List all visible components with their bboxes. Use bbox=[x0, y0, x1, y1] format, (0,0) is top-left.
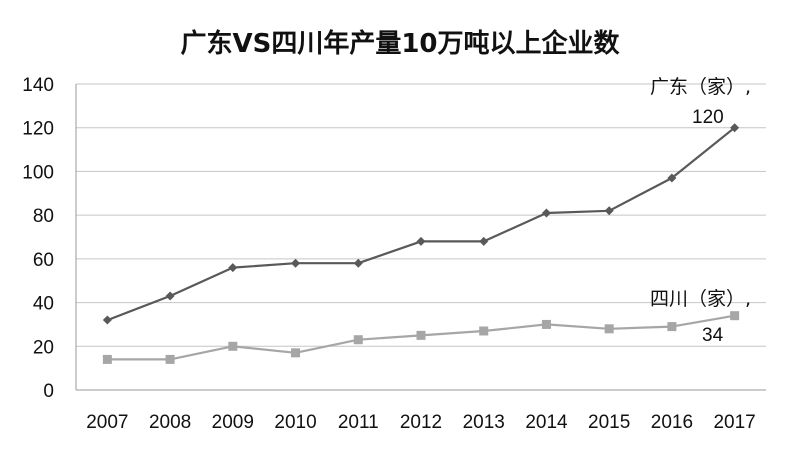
axes bbox=[75, 84, 766, 391]
marker-sichuan-2016 bbox=[667, 322, 677, 332]
y-tick-label-60: 60 bbox=[33, 250, 54, 271]
marker-guangdong-2015 bbox=[604, 206, 614, 216]
x-tick-label-2017: 2017 bbox=[713, 412, 755, 433]
marker-sichuan-2013 bbox=[479, 326, 489, 336]
marker-sichuan-2007 bbox=[102, 354, 112, 364]
marker-guangdong-2011 bbox=[353, 258, 363, 268]
marker-guangdong-2009 bbox=[228, 263, 238, 273]
y-tick-label-20: 20 bbox=[33, 337, 54, 358]
marker-guangdong-2010 bbox=[291, 258, 301, 268]
marker-sichuan-2015 bbox=[604, 324, 614, 334]
x-tick-label-2012: 2012 bbox=[400, 412, 442, 433]
series-annotations: 广东（家）, 120 四川（家）, 34 bbox=[650, 76, 751, 346]
marker-guangdong-2008 bbox=[165, 291, 175, 301]
x-tick-label-2009: 2009 bbox=[212, 412, 254, 433]
marker-guangdong-2012 bbox=[416, 236, 426, 246]
marker-sichuan-2017 bbox=[730, 311, 740, 321]
y-tick-label-40: 40 bbox=[33, 294, 54, 315]
x-tick-label-2010: 2010 bbox=[274, 412, 316, 433]
series-markers bbox=[102, 123, 740, 364]
series-name-label-guangdong: 广东（家）, bbox=[650, 76, 751, 98]
data-label-sichuan-2017: 34 bbox=[702, 325, 724, 346]
marker-sichuan-2012 bbox=[416, 330, 426, 340]
y-tick-label-100: 100 bbox=[22, 162, 54, 183]
series-line-guangdong bbox=[107, 126, 736, 322]
x-tick-label-2011: 2011 bbox=[338, 412, 379, 433]
marker-guangdong-2013 bbox=[479, 236, 489, 246]
marker-sichuan-2014 bbox=[541, 319, 551, 329]
gridlines bbox=[76, 83, 766, 347]
series-name-label-sichuan: 四川（家）, bbox=[650, 288, 751, 310]
y-tick-label-0: 0 bbox=[43, 381, 54, 402]
marker-sichuan-2011 bbox=[353, 335, 363, 345]
x-tick-label-2008: 2008 bbox=[149, 412, 191, 433]
y-tick-label-80: 80 bbox=[33, 206, 54, 227]
chart-title: 广东VS四川年产量10万吨以上企业数 bbox=[180, 28, 620, 59]
y-axis-tick-labels: 0 20 40 60 80 100 120 140 bbox=[22, 75, 54, 402]
marker-guangdong-2017 bbox=[730, 123, 740, 133]
x-tick-label-2015: 2015 bbox=[588, 412, 630, 433]
marker-guangdong-2016 bbox=[667, 173, 677, 183]
x-tick-label-2007: 2007 bbox=[86, 412, 128, 433]
marker-sichuan-2009 bbox=[228, 341, 238, 351]
x-tick-label-2014: 2014 bbox=[525, 412, 568, 433]
marker-sichuan-2010 bbox=[291, 348, 301, 358]
marker-guangdong-2007 bbox=[102, 315, 112, 325]
marker-guangdong-2014 bbox=[541, 208, 551, 218]
x-axis-tick-labels: 2007 2008 2009 2010 2011 2012 2013 2014 2015 2016… bbox=[86, 412, 756, 433]
y-tick-label-120: 120 bbox=[22, 119, 54, 140]
data-label-guangdong-2017: 120 bbox=[692, 107, 724, 128]
marker-sichuan-2008 bbox=[165, 354, 175, 364]
y-tick-label-140: 140 bbox=[22, 75, 54, 96]
x-tick-label-2013: 2013 bbox=[463, 412, 505, 433]
x-tick-label-2016: 2016 bbox=[651, 412, 693, 433]
